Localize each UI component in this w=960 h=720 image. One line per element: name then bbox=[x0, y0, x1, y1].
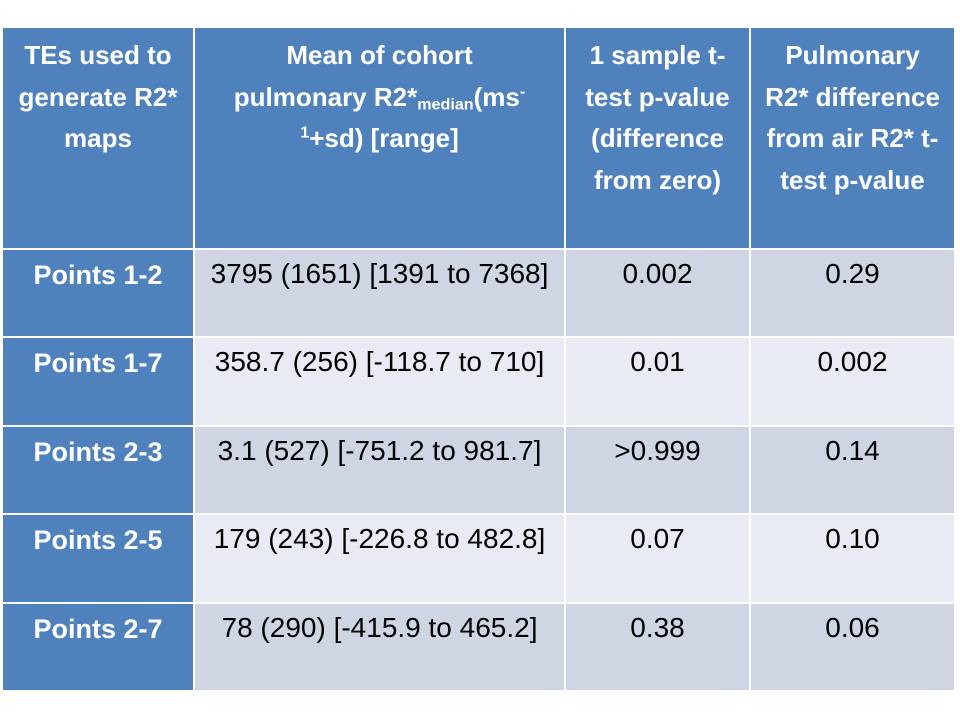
p-air-cell: 0.10 bbox=[751, 515, 954, 602]
p-air-cell: 0.002 bbox=[751, 338, 954, 425]
p-zero-cell: 0.07 bbox=[566, 515, 749, 602]
p-zero-cell: 0.38 bbox=[566, 603, 749, 690]
header-row: TEs used to generate R2* maps Mean of co… bbox=[3, 28, 954, 248]
p-air-cell: 0.29 bbox=[751, 250, 954, 337]
table-row: Points 2-5 179 (243) [-226.8 to 482.8] 0… bbox=[3, 515, 954, 602]
row-label-cell: Points 2-3 bbox=[3, 426, 193, 514]
column-header-mean: Mean of cohort pulmonary R2*median(ms- 1+s… bbox=[195, 28, 564, 248]
table-row: Points 1-2 3795 (1651) [1391 to 7368] 0.… bbox=[3, 250, 954, 337]
row-label-cell: Points 2-5 bbox=[3, 515, 193, 602]
table-row: Points 2-7 78 (290) [-415.9 to 465.2] 0.… bbox=[3, 603, 954, 690]
column-header-te: TEs used to generate R2* maps bbox=[3, 28, 193, 248]
p-zero-cell: 0.002 bbox=[566, 250, 749, 337]
row-label-cell: Points 1-7 bbox=[3, 338, 193, 425]
p-zero-cell: 0.01 bbox=[566, 338, 749, 425]
p-zero-cell: >0.999 bbox=[566, 426, 749, 514]
p-air-cell: 0.14 bbox=[751, 426, 954, 514]
table-row: Points 2-3 3.1 (527) [-751.2 to 981.7] >… bbox=[3, 426, 954, 514]
mean-cell: 78 (290) [-415.9 to 465.2] bbox=[195, 603, 564, 690]
row-label-cell: Points 1-2 bbox=[3, 250, 193, 337]
table-header: TEs used to generate R2* maps Mean of co… bbox=[3, 28, 954, 248]
mean-cell: 179 (243) [-226.8 to 482.8] bbox=[195, 515, 564, 602]
mean-cell: 3795 (1651) [1391 to 7368] bbox=[195, 250, 564, 337]
mean-cell: 3.1 (527) [-751.2 to 981.7] bbox=[195, 426, 564, 514]
table-row: Points 1-7 358.7 (256) [-118.7 to 710] 0… bbox=[3, 338, 954, 425]
mean-cell: 358.7 (256) [-118.7 to 710] bbox=[195, 338, 564, 425]
p-air-cell: 0.06 bbox=[751, 603, 954, 690]
row-label-cell: Points 2-7 bbox=[3, 603, 193, 690]
table-body: Points 1-2 3795 (1651) [1391 to 7368] 0.… bbox=[3, 250, 954, 690]
r2star-results-table: TEs used to generate R2* maps Mean of co… bbox=[1, 26, 956, 692]
column-header-p-air: Pulmonary R2* difference from air R2* t-… bbox=[751, 28, 954, 248]
column-header-p-zero: 1 sample t- test p-value (difference fro… bbox=[566, 28, 749, 248]
